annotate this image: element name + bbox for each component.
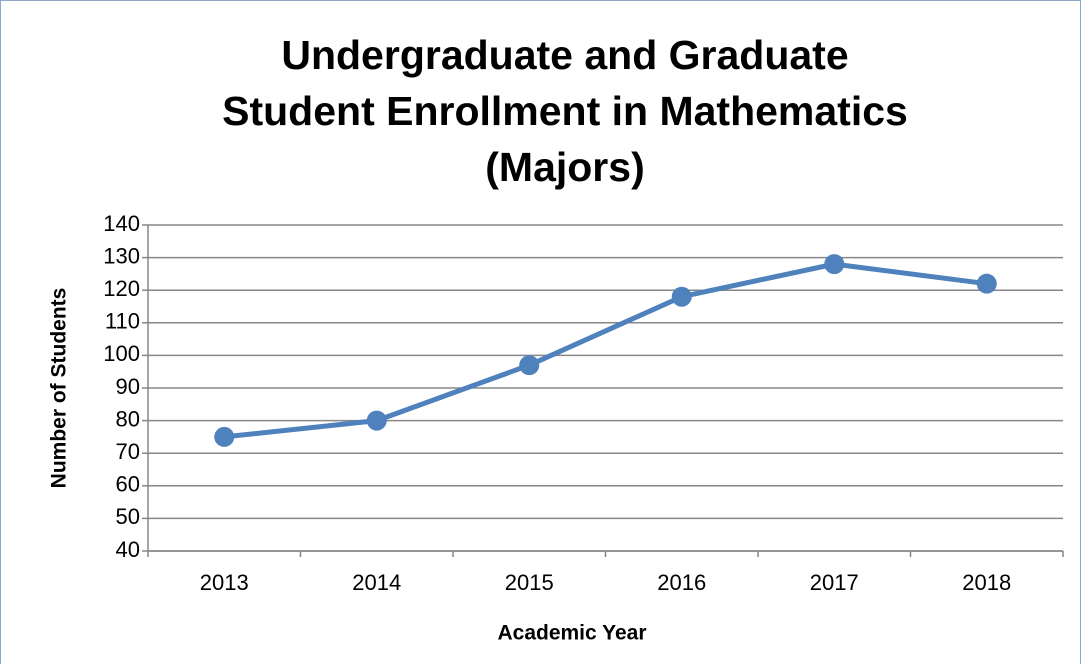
data-point	[976, 273, 997, 294]
x-axis-title: Academic Year	[497, 622, 646, 645]
data-point	[366, 410, 387, 431]
data-point	[824, 254, 845, 275]
y-tick-label: 120	[103, 276, 140, 301]
y-tick-label: 130	[103, 243, 140, 268]
y-axis-title: Number of Students	[48, 288, 71, 489]
x-tick-label: 2013	[200, 570, 249, 595]
data-point	[519, 355, 540, 376]
y-tick-label: 110	[105, 309, 140, 334]
data-point	[214, 426, 235, 447]
chart-title: Undergraduate and Graduate	[281, 32, 848, 78]
x-tick-label: 2015	[505, 570, 554, 595]
y-tick-label: 140	[103, 211, 140, 236]
y-tick-label: 60	[116, 472, 140, 497]
data-point	[671, 286, 692, 307]
x-tick-label: 2014	[352, 570, 401, 595]
data-line	[223, 261, 988, 440]
chart-title: Student Enrollment in Mathematics	[222, 88, 908, 134]
y-tick-label: 50	[116, 504, 140, 529]
x-tick-label: 2016	[657, 570, 706, 595]
y-tick-label: 100	[103, 341, 140, 366]
chart-title: (Majors)	[485, 144, 644, 190]
y-tick-label: 80	[116, 406, 140, 431]
x-tick-label: 2017	[810, 570, 859, 595]
x-tick-label: 2018	[962, 570, 1011, 595]
y-tick-label: 70	[116, 439, 140, 464]
y-tick-label: 40	[116, 537, 140, 562]
y-tick-label: 90	[116, 374, 140, 399]
